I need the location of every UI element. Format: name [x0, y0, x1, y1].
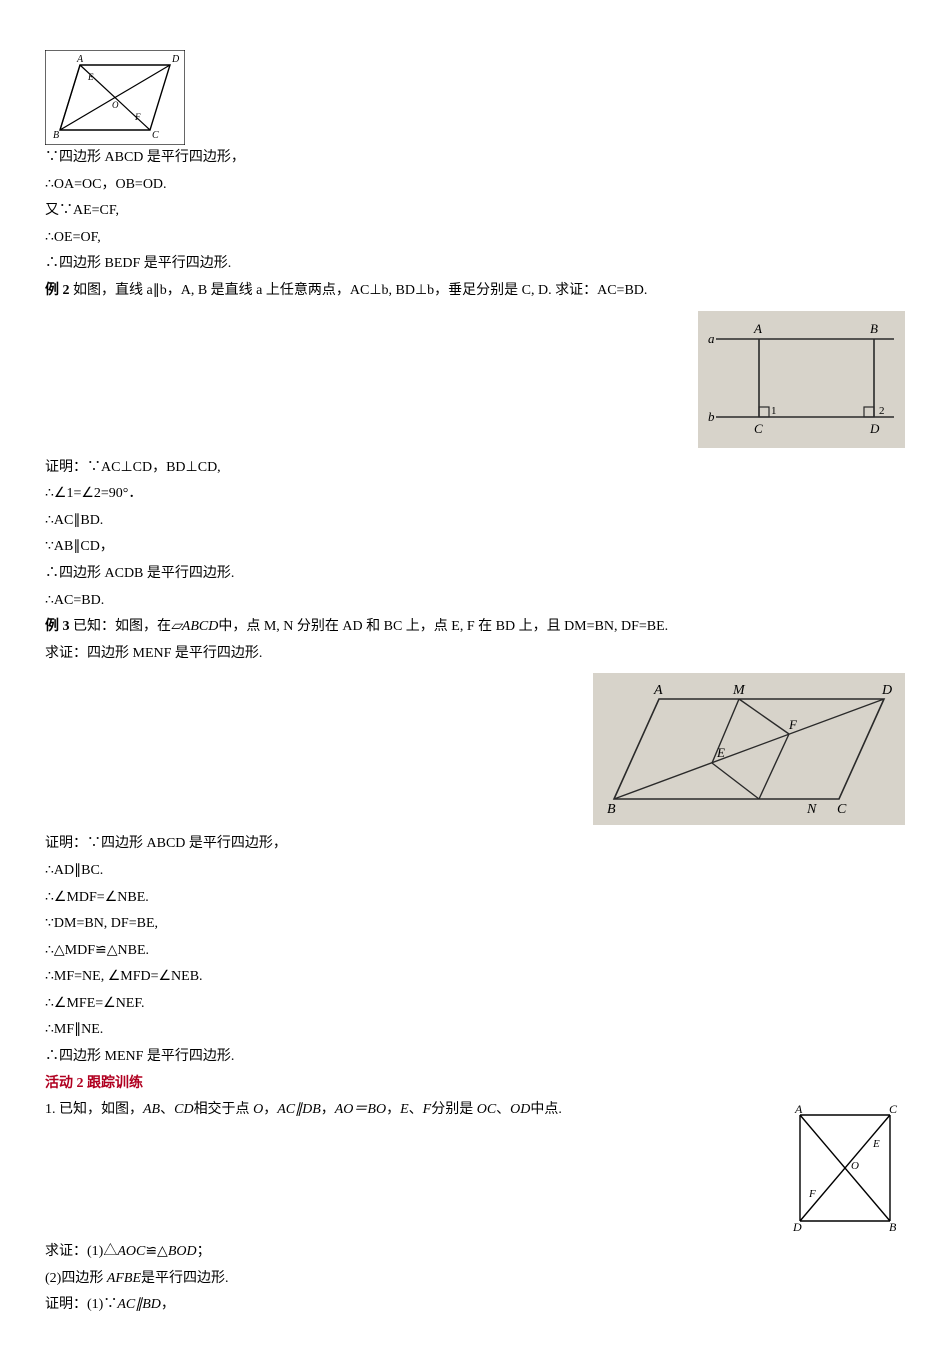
label-D3: D — [881, 683, 892, 698]
proof3-l6: ∴MF=NE, ∠MFD=∠NEB. — [45, 964, 905, 991]
label-C: C — [152, 130, 159, 141]
proof3-l8: ∴MF∥NE. — [45, 1017, 905, 1044]
q1-b: AB — [143, 1102, 160, 1117]
q1-req1a: 求证：(1)△ — [45, 1244, 117, 1259]
q1-proof1: 证明：(1)∵AC∥BD， — [45, 1292, 905, 1319]
label-F3: F — [788, 717, 798, 732]
label-E: E — [87, 72, 94, 82]
label-D4: D — [792, 1220, 802, 1233]
q1-d: CD — [174, 1102, 193, 1117]
q1-o: 分别是 — [431, 1102, 477, 1117]
label-D: D — [171, 54, 180, 65]
proof1-l1: ∵四边形 ABCD 是平行四边形， — [45, 145, 905, 172]
label-F: F — [134, 112, 141, 122]
proof2-l4: ∵AB∥CD， — [45, 534, 905, 561]
q1-req1: 求证：(1)△AOC≌△BOD； — [45, 1239, 905, 1266]
ex3-c: 中，点 M, N 分别在 AD 和 BC 上，点 E, F 在 BD 上，且 D… — [218, 619, 668, 634]
figure-4: A C D B E F O — [785, 1103, 905, 1233]
proof3-l2: ∴AD∥BC. — [45, 858, 905, 885]
label-C2: C — [754, 421, 763, 436]
q1-h: AC∥DB — [277, 1102, 321, 1117]
label-B4: B — [889, 1220, 897, 1233]
figure-3: A M D B N C E F — [593, 673, 905, 825]
q1-n: F — [423, 1102, 432, 1117]
activity-heading: 活动 2 跟踪训练 — [45, 1071, 905, 1098]
label-ang1: 1 — [771, 405, 777, 417]
q1-req2a: (2)四边形 — [45, 1271, 107, 1286]
label-F4: F — [808, 1188, 816, 1200]
q1-req2c: 是平行四边形. — [141, 1271, 229, 1286]
label-C4: C — [889, 1103, 898, 1116]
proof3-l1: 证明：∵四边形 ABCD 是平行四边形， — [45, 831, 905, 858]
label-B3: B — [607, 802, 616, 817]
label-A2: A — [753, 321, 762, 336]
example-3-heading: 例 3 已知：如图，在▱ABCD中，点 M, N 分别在 AD 和 BC 上，点… — [45, 614, 905, 641]
q1-text: 1. 已知，如图，AB、CD相交于点 O，AC∥DB，AO＝BO，E、F分别是 … — [45, 1097, 905, 1124]
q1-proof1c: ， — [161, 1297, 175, 1312]
proof1-l4: ∴OE=OF, — [45, 225, 905, 252]
proof2-l1: 证明：∵AC⊥CD，BD⊥CD, — [45, 455, 905, 482]
q1-req1d: BOD — [168, 1244, 197, 1259]
label-E3: E — [716, 745, 725, 760]
q1-f: O — [253, 1102, 263, 1117]
proof2-l2: ∴∠1=∠2=90°． — [45, 481, 905, 508]
label-O: O — [112, 100, 119, 110]
ex2-label: 例 2 — [45, 283, 70, 298]
q1-a: 1. 已知，如图， — [45, 1102, 143, 1117]
q1-j: AO＝BO — [335, 1102, 386, 1117]
proof3-l4: ∵DM=BN, DF=BE, — [45, 911, 905, 938]
label-ang2: 2 — [879, 405, 885, 417]
proof2-l5: ∴四边形 ACDB 是平行四边形. — [45, 561, 905, 588]
q1-m: 、 — [409, 1102, 423, 1117]
q1-e: 相交于点 — [194, 1102, 254, 1117]
label-O4: O — [851, 1160, 859, 1172]
figure-2: a b A B C D 1 2 — [698, 311, 905, 448]
q1-r: OD — [510, 1102, 530, 1117]
q1-req2: (2)四边形 AFBE是平行四边形. — [45, 1266, 905, 1293]
q1-p: OC — [477, 1102, 496, 1117]
label-M3: M — [732, 683, 746, 698]
label-C3: C — [837, 802, 847, 817]
q1-s: 中点. — [530, 1102, 562, 1117]
proof2-l3: ∴AC∥BD. — [45, 508, 905, 535]
proof1-l5: ∴四边形 BEDF 是平行四边形. — [45, 251, 905, 278]
q1-req2b: AFBE — [107, 1271, 141, 1286]
q1-l: E — [400, 1102, 409, 1117]
label-A3: A — [653, 683, 663, 698]
proof3-l9: ∴四边形 MENF 是平行四边形. — [45, 1044, 905, 1071]
q1-i: ， — [321, 1102, 335, 1117]
label-A: A — [76, 54, 84, 65]
figure-1: A D B C O E F — [45, 50, 905, 145]
label-B2: B — [870, 321, 878, 336]
q1-q: 、 — [496, 1102, 510, 1117]
proof1-l2: ∴OA=OC，OB=OD. — [45, 172, 905, 199]
q1-proof1a: 证明：(1)∵ — [45, 1297, 117, 1312]
example-2-heading: 例 2 如图，直线 a∥b，A, B 是直线 a 上任意两点，AC⊥b, BD⊥… — [45, 278, 905, 305]
q1-req1b: AOC — [117, 1244, 145, 1259]
ex3-label: 例 3 — [45, 619, 70, 634]
label-A4: A — [794, 1103, 803, 1116]
label-a: a — [708, 331, 715, 346]
label-N3: N — [806, 802, 817, 817]
label-B: B — [53, 130, 59, 141]
q1-req1e: ； — [197, 1244, 211, 1259]
label-E4: E — [872, 1138, 880, 1150]
proof3-l3: ∴∠MDF=∠NBE. — [45, 885, 905, 912]
q1-c: 、 — [160, 1102, 174, 1117]
label-b: b — [708, 409, 715, 424]
proof3-l5: ∴△MDF≌△NBE. — [45, 938, 905, 965]
ex3-a: 已知：如图，在 — [70, 619, 172, 634]
q1-proof1b: AC∥BD — [117, 1297, 161, 1312]
proof1-l3: 又∵AE=CF, — [45, 198, 905, 225]
label-D2: D — [869, 421, 880, 436]
proof2-l6: ∴AC=BD. — [45, 588, 905, 615]
proof3-l7: ∴∠MFE=∠NEF. — [45, 991, 905, 1018]
ex3-req: 求证：四边形 MENF 是平行四边形. — [45, 641, 905, 668]
q1-g: ， — [263, 1102, 277, 1117]
ex2-text: 如图，直线 a∥b，A, B 是直线 a 上任意两点，AC⊥b, BD⊥b，垂足… — [70, 283, 648, 298]
ex3-b: ▱ABCD — [171, 619, 218, 634]
q1-k: ， — [386, 1102, 400, 1117]
q1-req1c: ≌△ — [145, 1244, 168, 1259]
